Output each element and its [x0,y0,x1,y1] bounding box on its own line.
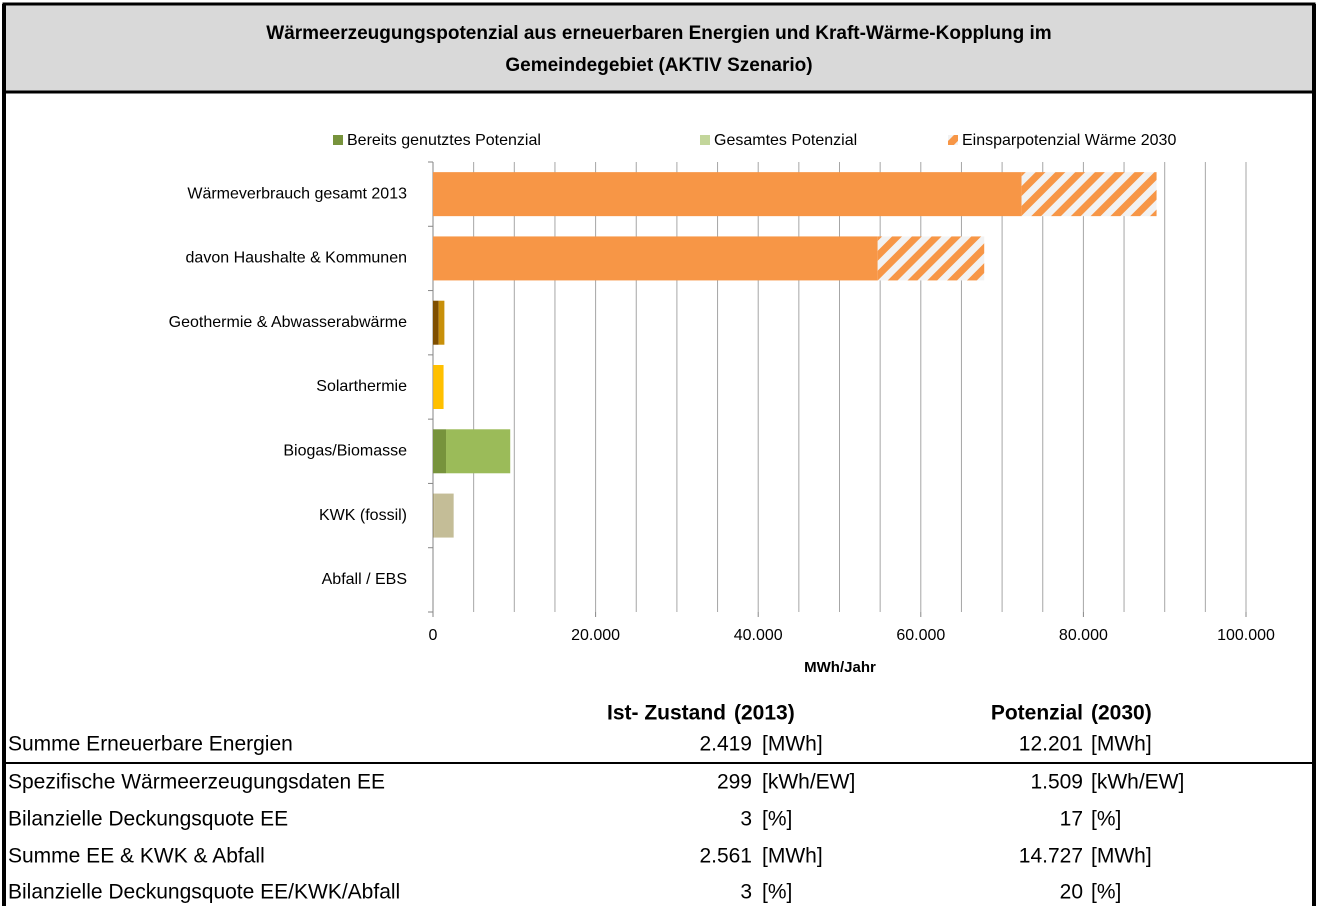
legend-label: Bereits genutztes Potenzial [347,132,541,149]
legend-label: Gesamtes Potenzial [714,132,857,149]
legend-swatch [948,135,958,145]
y-tick-label: Wärmeverbrauch gesamt 2013 [187,185,407,202]
x-tick-label: 40.000 [734,627,783,644]
legend-swatch [333,135,343,145]
table-cell: 20 [1060,881,1083,904]
table-cell: 3 [740,881,752,904]
bar-segment [433,365,444,409]
bar-segment [438,300,445,345]
table-cell: 299 [717,771,752,794]
x-tick-label: 20.000 [571,627,620,644]
table-header: (2030) [1091,702,1152,725]
table-cell: [kWh/EW] [1091,771,1184,794]
table-cell: [%] [1091,808,1121,831]
table-cell: [%] [762,808,792,831]
bar-segment [433,493,435,538]
x-tick-label: 80.000 [1059,627,1108,644]
table-cell: [%] [1091,881,1121,904]
x-tick-label: 0 [429,627,438,644]
table-cell: [MWh] [762,733,823,756]
table-cell: 2.561 [699,845,752,868]
table-cell: [MWh] [762,845,823,868]
table-cell: 14.727 [1019,845,1083,868]
bar-segment [446,429,511,474]
table-cell: 2.419 [699,733,752,756]
x-tick-label: 100.000 [1217,627,1275,644]
table-cell: 17 [1060,808,1083,831]
x-tick-label: 60.000 [896,627,945,644]
table-cell: [MWh] [1091,733,1152,756]
y-tick-label: KWK (fossil) [319,507,407,524]
bar-segment [434,493,454,538]
x-axis-label: MWh/Jahr [804,659,876,676]
bar-segment [433,429,447,474]
y-tick-label: davon Haushalte & Kommunen [186,250,407,267]
table-cell: 3 [740,808,752,831]
table-cell: Spezifische Wärmeerzeugungsdaten EE [8,771,385,794]
y-tick-label: Biogas/Biomasse [283,443,407,460]
table-header: (2013) [734,702,795,725]
y-tick-label: Solarthermie [316,378,407,395]
bar-segment [877,236,985,281]
table-cell: 12.201 [1019,733,1083,756]
table-cell: 1.509 [1030,771,1083,794]
y-tick-label: Geothermie & Abwasserabwärme [169,314,407,331]
table-cell: [kWh/EW] [762,771,855,794]
title-box [2,2,1316,94]
bar-segment [433,300,439,345]
bar-segment [433,365,434,409]
y-tick-label: Abfall / EBS [322,571,407,588]
table-cell: [%] [762,881,792,904]
bar-segment [433,236,878,281]
legend-swatch [700,135,710,145]
table-cell: Bilanzielle Deckungsquote EE [8,808,288,831]
chart-subtitle: Gemeindegebiet (AKTIV Szenario) [505,55,812,76]
table-cell: Bilanzielle Deckungsquote EE/KWK/Abfall [8,881,400,904]
chart-title: Wärmeerzeugungspotenzial aus erneuerbare… [266,23,1051,44]
bar-segment [1021,172,1157,217]
legend-label: Einsparpotenzial Wärme 2030 [962,132,1176,149]
table-cell: [MWh] [1091,845,1152,868]
table-header: Ist- Zustand [607,702,726,725]
table-cell: Summe EE & KWK & Abfall [8,845,265,868]
table-cell: Summe Erneuerbare Energien [8,733,293,756]
table-header: Potenzial [991,702,1083,725]
bar-segment [433,172,1022,217]
